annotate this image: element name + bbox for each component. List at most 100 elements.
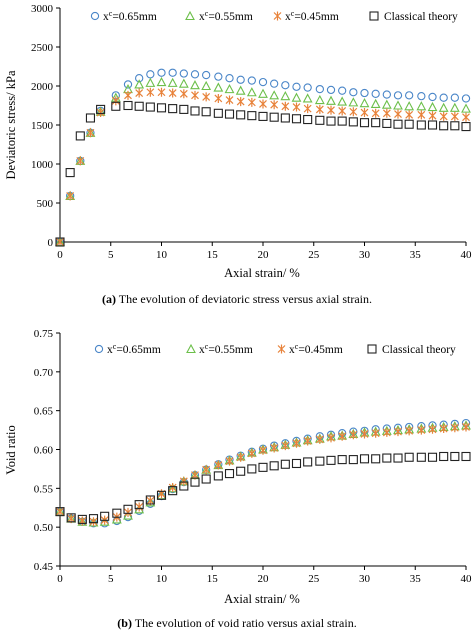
legend-label-065: xc=0.65mm — [103, 9, 157, 23]
data-point-star — [382, 427, 391, 437]
data-point-triangle — [213, 82, 224, 92]
data-point-square — [66, 513, 76, 523]
data-point-triangle — [269, 90, 280, 100]
data-point-circle — [270, 79, 279, 88]
data-point-square — [315, 456, 325, 466]
y-tick-label: 3000 — [31, 3, 54, 15]
data-point-star — [450, 111, 459, 121]
data-point-square — [461, 451, 471, 462]
panel-a-y-label: Deviatoric stress/ kPa — [4, 70, 18, 179]
data-point-square — [450, 121, 460, 131]
y-tick-label: 500 — [37, 198, 54, 210]
data-point-circle — [349, 88, 358, 97]
data-point-square — [123, 504, 133, 514]
x-tick-label: 20 — [258, 573, 270, 585]
data-point-star — [214, 460, 223, 470]
x-tick-label: 20 — [258, 249, 270, 261]
data-point-square — [439, 121, 449, 131]
y-tick-label: 1000 — [31, 159, 54, 171]
data-point-triangle — [190, 80, 200, 90]
data-point-square — [96, 104, 106, 114]
data-point-square — [65, 168, 75, 178]
data-point-triangle — [393, 100, 403, 110]
data-point-circle — [371, 89, 380, 98]
data-point-square — [123, 100, 133, 111]
data-point-star — [135, 502, 144, 512]
data-point-circle — [393, 91, 403, 100]
data-point-square — [291, 114, 302, 124]
data-point-star — [259, 445, 267, 455]
data-point-circle — [405, 91, 414, 100]
x-tick-label: 5 — [108, 249, 114, 261]
data-point-star — [157, 87, 166, 97]
data-point-square — [303, 114, 313, 125]
data-point-triangle — [224, 83, 235, 94]
data-point-square — [416, 452, 426, 462]
legend-marker-star — [277, 344, 286, 354]
data-point-star — [66, 191, 75, 201]
data-point-star — [56, 507, 64, 517]
data-point-circle — [338, 86, 347, 95]
data-point-star — [439, 111, 448, 121]
data-point-square — [190, 477, 200, 487]
data-point-square — [100, 511, 110, 521]
data-point-square — [179, 104, 189, 114]
panel-a-caption: (a) The evolution of deviatoric stress v… — [102, 292, 372, 306]
data-point-square — [258, 462, 268, 472]
data-point-square — [168, 486, 178, 496]
data-point-square — [450, 451, 460, 462]
legend-marker-triangle — [185, 10, 195, 21]
x-tick-label: 40 — [461, 573, 473, 585]
x-tick-label: 5 — [108, 573, 114, 585]
data-point-circle — [123, 80, 133, 89]
y-tick-label: 0.65 — [34, 406, 54, 418]
data-point-square — [134, 500, 144, 510]
data-point-star — [86, 128, 95, 138]
data-point-star — [462, 422, 470, 432]
data-point-triangle — [123, 510, 133, 520]
data-point-triangle — [134, 79, 145, 89]
data-point-square — [303, 457, 313, 467]
y-tick-label: 0.70 — [34, 367, 54, 379]
data-point-star — [89, 517, 98, 527]
legend-marker-square — [367, 344, 377, 354]
data-point-triangle — [258, 88, 268, 98]
data-point-star — [179, 89, 188, 99]
data-point-star — [56, 237, 64, 247]
data-point-square — [236, 466, 246, 476]
data-point-circle — [382, 90, 391, 99]
data-point-triangle — [381, 99, 392, 109]
data-point-triangle — [461, 103, 471, 113]
data-point-circle — [236, 75, 245, 84]
data-point-square — [236, 110, 246, 120]
data-point-star — [417, 425, 426, 435]
data-point-square — [247, 111, 257, 121]
x-tick-label: 30 — [359, 249, 371, 261]
data-point-triangle — [438, 102, 449, 112]
data-point-triangle — [314, 94, 325, 105]
data-point-star — [394, 427, 402, 437]
x-tick-label: 40 — [461, 249, 473, 261]
data-point-star — [417, 110, 426, 120]
legend-marker-circle — [90, 11, 100, 21]
data-point-circle — [461, 94, 471, 103]
data-point-square — [88, 514, 99, 524]
data-point-star — [338, 106, 347, 116]
data-point-square — [359, 118, 370, 128]
data-point-square — [371, 454, 381, 464]
y-tick-label: 0.50 — [34, 522, 54, 534]
data-point-square — [168, 104, 178, 114]
legend-marker-triangle — [186, 343, 196, 354]
data-point-circle — [428, 92, 437, 102]
data-point-square — [213, 108, 223, 118]
y-tick-label: 0.45 — [34, 561, 54, 573]
data-point-circle — [157, 68, 166, 77]
data-point-triangle — [235, 85, 246, 95]
data-point-circle — [190, 70, 200, 79]
data-point-star — [270, 443, 279, 453]
panel-b-x-label: Axial strain/ % — [224, 592, 300, 606]
data-point-circle — [225, 74, 234, 83]
data-point-star — [303, 436, 312, 446]
data-point-triangle — [302, 93, 313, 103]
